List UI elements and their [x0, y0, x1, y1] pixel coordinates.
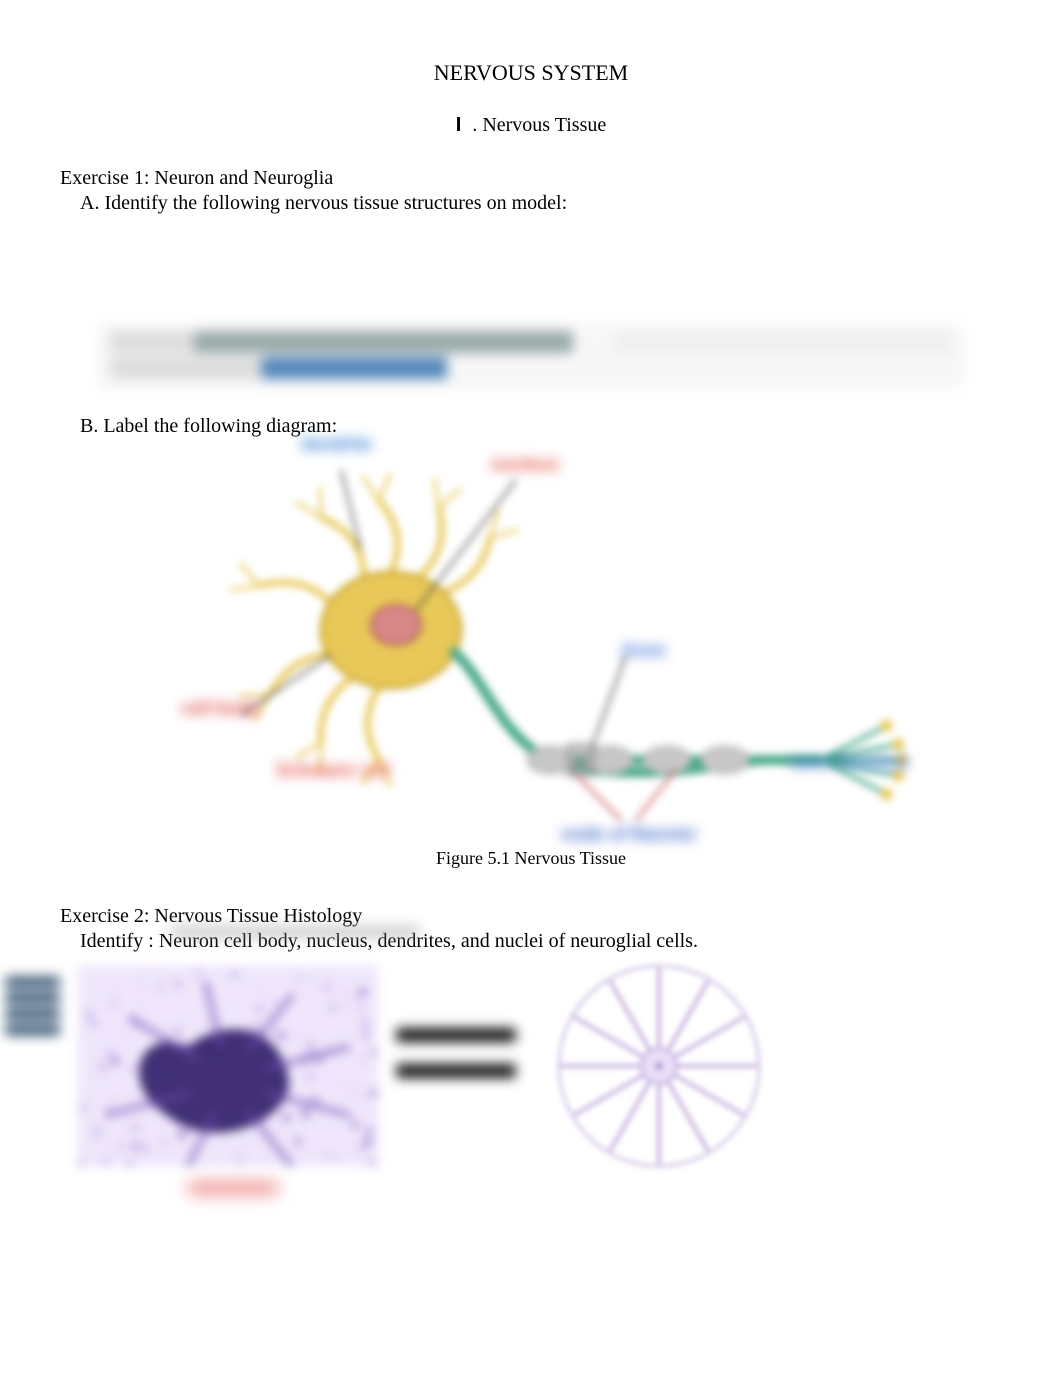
exercise-2-title-text: Exercise 2: Nervous Tissue Histology — [60, 905, 362, 927]
neuron-diagram: dendrite nucleus Axon cell body Schwann … — [121, 440, 941, 840]
section-label: Nervous Tissue — [482, 114, 606, 136]
histology-mid-labels — [396, 1006, 516, 1126]
figure-caption: Figure 5.1 Nervous Tissue — [60, 848, 1002, 869]
redacted-smudge — [170, 927, 420, 937]
exercise-1-item-b: B. Label the following diagram: — [80, 415, 1002, 438]
histology-micrograph — [78, 966, 378, 1166]
histology-row — [5, 961, 1002, 1171]
histology-dendrite-label — [188, 1182, 278, 1194]
section-heading: I . Nervous Tissue — [60, 114, 1002, 137]
exercise-2-title: Exercise 2: Nervous Tissue Histology — [60, 905, 1002, 928]
section-number: I — [456, 114, 462, 136]
section-dot: . — [472, 114, 477, 136]
page-title: NERVOUS SYSTEM — [60, 60, 1002, 86]
exercise-1-item-a: A. Identify the following nervous tissue… — [80, 192, 1002, 215]
histology-drawing-circle — [554, 961, 764, 1171]
exercise-1-title: Exercise 1: Neuron and Neuroglia — [60, 167, 1002, 190]
redacted-table — [100, 325, 962, 385]
histology-left-labels — [5, 971, 60, 1161]
